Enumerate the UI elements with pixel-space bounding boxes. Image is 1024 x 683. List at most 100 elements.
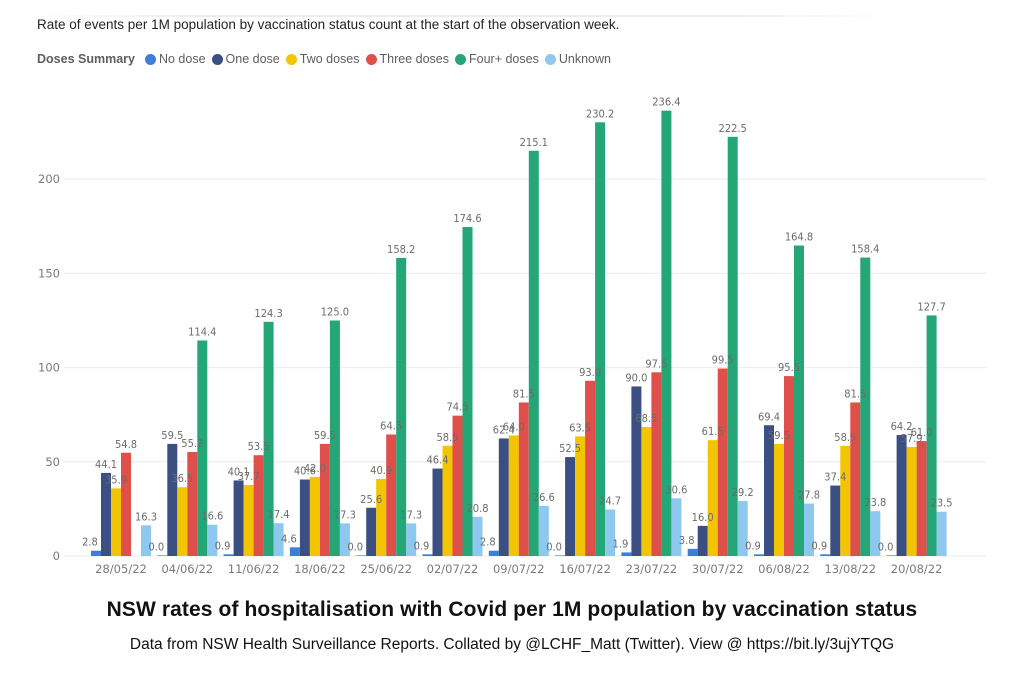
bar-unknown[interactable] [472, 516, 483, 556]
bar-three-doses[interactable] [585, 380, 596, 556]
bar-unknown[interactable] [538, 505, 549, 556]
bar-three-doses[interactable] [253, 455, 264, 556]
bar-one-dose[interactable] [366, 507, 377, 556]
bar-unknown[interactable] [605, 509, 616, 556]
data-label: 62.4 [493, 423, 515, 436]
bar-four-doses[interactable] [926, 315, 937, 556]
bar-four-doses[interactable] [727, 136, 738, 556]
bar-one-dose[interactable] [830, 485, 841, 556]
bar-four-doses[interactable] [462, 227, 473, 557]
bar-three-doses[interactable] [187, 452, 198, 556]
bar-one-dose[interactable] [896, 435, 907, 556]
bar-two-doses[interactable] [707, 440, 718, 556]
bar-unknown[interactable] [936, 511, 947, 556]
bar-three-doses[interactable] [651, 372, 662, 556]
legend-item-unknown[interactable]: Unknown [544, 52, 611, 66]
data-label: 55.2 [181, 437, 203, 450]
bar-no-dose[interactable] [820, 554, 831, 556]
bar-unknown[interactable] [870, 511, 881, 556]
data-label: 58.5 [436, 431, 458, 444]
x-tick-label: 06/08/22 [758, 562, 810, 576]
bar-no-dose[interactable] [555, 555, 566, 556]
bar-no-dose[interactable] [289, 547, 300, 556]
bar-three-doses[interactable] [452, 415, 463, 556]
bar-two-doses[interactable] [442, 445, 453, 556]
bar-four-doses[interactable] [197, 340, 208, 556]
bar-four-doses[interactable] [661, 110, 672, 556]
legend-dot-icon [544, 53, 556, 65]
data-label: 236.4 [652, 96, 680, 109]
bar-three-doses[interactable] [717, 368, 728, 556]
bar-two-doses[interactable] [177, 487, 188, 556]
bar-no-dose[interactable] [488, 550, 499, 556]
bar-three-doses[interactable] [386, 434, 397, 556]
bar-four-doses[interactable] [396, 257, 407, 556]
bar-no-dose[interactable] [754, 554, 764, 556]
bar-three-doses[interactable] [784, 376, 794, 556]
data-label: 2.8 [82, 536, 98, 549]
legend-item-one-dose[interactable]: One dose [211, 52, 280, 66]
bar-unknown[interactable] [141, 525, 151, 556]
bar-three-doses[interactable] [518, 402, 529, 556]
data-label: 124.3 [254, 307, 282, 320]
bar-no-dose[interactable] [157, 555, 168, 556]
legend-title: Doses Summary [37, 52, 135, 66]
chart-subtitle: Rate of events per 1M population by vacc… [37, 17, 620, 32]
bar-two-doses[interactable] [111, 488, 121, 556]
bar-unknown[interactable] [273, 523, 284, 556]
data-label: 0.9 [414, 539, 430, 552]
bar-no-dose[interactable] [356, 555, 367, 556]
bar-unknown[interactable] [804, 503, 814, 556]
bar-chart: 0 50 100 150 200 2.8 44.1 35.9 54.8 16.3 0.0 59.5 3… [38, 96, 986, 576]
bar-two-doses[interactable] [309, 476, 320, 556]
bar-one-dose[interactable] [697, 525, 708, 556]
legend-dot-icon [211, 53, 223, 65]
bar-three-doses[interactable] [850, 402, 861, 556]
bar-three-doses[interactable] [121, 452, 131, 556]
bar-two-doses[interactable] [575, 436, 586, 556]
bar-four-doses[interactable] [860, 257, 871, 556]
bar-no-dose[interactable] [422, 554, 433, 556]
bar-no-dose[interactable] [687, 548, 698, 556]
bar-unknown[interactable] [737, 500, 748, 556]
legend-item-two-doses[interactable]: Two doses [285, 52, 360, 66]
bar-four-doses[interactable] [595, 122, 606, 557]
bar-unknown[interactable] [671, 498, 682, 556]
bar-three-doses[interactable] [916, 441, 927, 556]
bar-one-dose[interactable] [167, 443, 178, 556]
legend-item-three-doses[interactable]: Three doses [365, 52, 449, 66]
bar-two-doses[interactable] [906, 446, 917, 556]
bar-one-dose[interactable] [498, 438, 509, 556]
bar-two-doses[interactable] [840, 445, 851, 556]
bar-four-doses[interactable] [329, 320, 340, 557]
bar-unknown[interactable] [207, 524, 218, 556]
bar-two-doses[interactable] [774, 443, 784, 556]
bar-two-doses[interactable] [641, 426, 652, 556]
data-label: 54.8 [115, 438, 137, 451]
legend-item-four-plus-doses[interactable]: Four+ doses [455, 52, 539, 66]
bar-no-dose[interactable] [886, 555, 897, 556]
bar-one-dose[interactable] [565, 457, 576, 556]
data-label: 215.1 [520, 136, 548, 149]
bar-two-doses[interactable] [243, 484, 254, 556]
bar-four-doses[interactable] [794, 245, 804, 557]
bar-two-doses[interactable] [508, 435, 519, 556]
bar-four-doses[interactable] [528, 150, 539, 557]
bar-one-dose[interactable] [631, 386, 642, 556]
bar-one-dose[interactable] [299, 479, 310, 556]
bar-unknown[interactable] [406, 523, 417, 556]
bar-no-dose[interactable] [91, 550, 101, 556]
bar-one-dose[interactable] [764, 425, 774, 556]
bar-one-dose[interactable] [101, 472, 111, 556]
caption-source: Data from NSW Health Surveillance Report… [129, 636, 895, 653]
data-label: 58.5 [834, 431, 856, 444]
bar-one-dose[interactable] [432, 468, 443, 556]
bar-no-dose[interactable] [621, 552, 632, 556]
bar-no-dose[interactable] [223, 554, 234, 556]
bar-three-doses[interactable] [319, 443, 330, 556]
bar-four-doses[interactable] [263, 321, 274, 556]
legend-item-no-dose[interactable]: No dose [144, 52, 206, 66]
bar-two-doses[interactable] [376, 478, 387, 556]
bar-unknown[interactable] [339, 523, 350, 556]
bar-one-dose[interactable] [233, 480, 244, 556]
